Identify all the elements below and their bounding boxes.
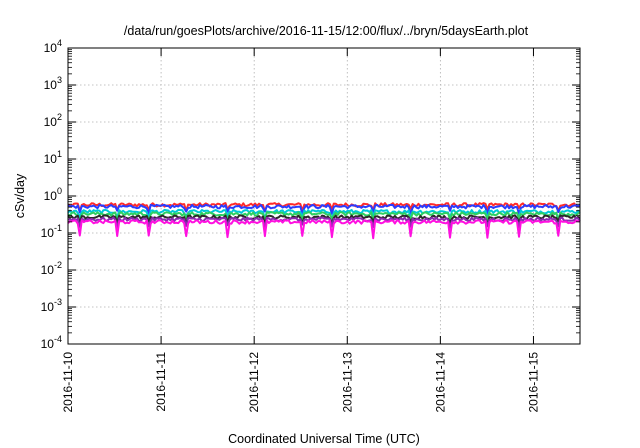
y-tick-label: 10-4 bbox=[41, 334, 62, 351]
y-tick-label: 101 bbox=[44, 149, 62, 166]
x-tick-label: 2016-11-12 bbox=[247, 352, 261, 413]
y-tick-label: 103 bbox=[44, 75, 62, 92]
series-line bbox=[67, 211, 581, 223]
x-tick-label: 2016-11-13 bbox=[340, 352, 354, 413]
series-line bbox=[67, 208, 581, 220]
series-line bbox=[67, 203, 581, 216]
y-tick-label: 10-3 bbox=[41, 297, 62, 314]
x-tick-label: 2016-11-10 bbox=[61, 352, 75, 413]
y-tick-label: 10-1 bbox=[41, 223, 62, 240]
y-tick-label: 100 bbox=[44, 186, 62, 203]
y-axis-label: cSv/day bbox=[13, 173, 27, 218]
y-axis: 10-4 10-3 10-2 10-1 100 101 102 103 104 bbox=[41, 38, 580, 351]
x-tick-label: 2016-11-14 bbox=[433, 352, 447, 413]
grid bbox=[68, 48, 580, 344]
x-tick-label: 2016-11-11 bbox=[154, 352, 168, 412]
x-axis: 2016-11-10 2016-11-11 2016-11-12 2016-11-13… bbox=[61, 48, 540, 413]
chart-title: /data/run/goesPlots/archive/2016-11-15/1… bbox=[124, 24, 529, 38]
x-tick-label: 2016-11-15 bbox=[526, 352, 540, 413]
series-group bbox=[67, 202, 581, 240]
y-tick-label: 104 bbox=[44, 38, 62, 55]
series-line bbox=[67, 216, 581, 229]
y-tick-label: 10-2 bbox=[41, 260, 62, 277]
series-line bbox=[67, 219, 581, 240]
y-tick-label: 102 bbox=[44, 112, 62, 129]
x-axis-label: Coordinated Universal Time (UTC) bbox=[228, 432, 420, 446]
